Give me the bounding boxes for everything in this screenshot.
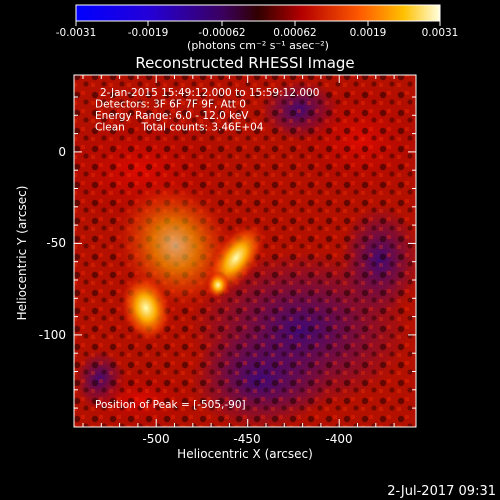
colorbar-tick-label: -0.00062 [198, 27, 245, 39]
info-line: 2-Jan-2015 15:49:12.000 to 15:59:12.000 [100, 87, 319, 99]
plot-axes: -500 -450 -400 0 -50 -100 [39, 74, 417, 446]
colorbar-tick-label: -0.0019 [128, 27, 169, 39]
observation-info: 2-Jan-2015 15:49:12.000 to 15:59:12.000D… [95, 87, 319, 134]
rhessi-image [74, 75, 416, 427]
y-ticks [74, 96, 416, 409]
colorbar-gradient [75, 4, 441, 22]
colorbar-tick-label: 0.0019 [350, 27, 387, 39]
x-tick-labels: -500 -450 -400 [142, 432, 352, 446]
y-tick-label: -100 [39, 328, 66, 342]
y-tick-label: 0 [58, 145, 66, 159]
info-line: Clean Total counts: 3.46E+04 [95, 122, 264, 134]
x-ticks [82, 75, 395, 427]
colorbar: -0.0031 -0.0019 -0.00062 0.00062 0.0019 0.003… [56, 4, 459, 52]
x-tick-label: -500 [142, 432, 169, 446]
plot-frame [73, 74, 417, 428]
y-tick-labels: 0 -50 -100 [39, 145, 66, 342]
info-line: Energy Range: 6.0 - 12.0 keV [95, 110, 249, 122]
plot-title: Reconstructed RHESSI Image [135, 54, 354, 72]
colorbar-tick-label: -0.0031 [56, 27, 97, 39]
colorbar-tick-label: 0.00062 [273, 27, 316, 39]
x-axis-label: Heliocentric X (arcsec) [177, 447, 313, 461]
y-axis-label: Heliocentric Y (arcsec) [15, 186, 29, 321]
colorbar-tick-labels: -0.0031 -0.0019 -0.00062 0.00062 0.0019 0.003… [56, 27, 459, 39]
info-line: Detectors: 3F 6F 7F 9F, Att 0 [95, 99, 246, 111]
x-tick-label: -450 [233, 432, 260, 446]
source-primary [119, 272, 173, 344]
y-tick-label: -50 [46, 236, 66, 250]
peak-position: Position of Peak = [-505,-90] [95, 399, 246, 411]
footer-date: 2-Jul-2017 09:31 [387, 484, 496, 499]
x-tick-label: -400 [325, 432, 352, 446]
colorbar-ticks [75, 21, 441, 26]
colorbar-tick-label: 0.0031 [422, 27, 459, 39]
colorbar-units: (photons cm⁻² s⁻¹ asec⁻²) [187, 39, 329, 52]
source-tertiary [206, 271, 230, 299]
